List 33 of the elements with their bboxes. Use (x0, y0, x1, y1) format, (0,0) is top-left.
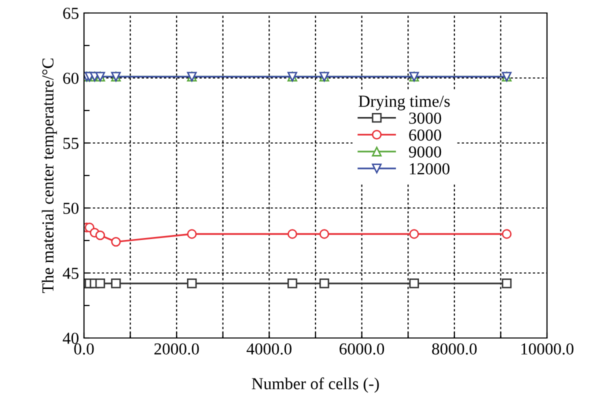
y-tick-label: 55 (63, 138, 78, 149)
point (187, 278, 197, 288)
y-tick-label: 65 (63, 8, 78, 19)
y-axis-title: The material center temperature/°C (42, 58, 57, 294)
x-tick-label: 2000.0 (154, 343, 199, 355)
x-tick-label: 6000.0 (340, 343, 384, 355)
point (502, 278, 512, 288)
x-tick-label: 8000.0 (432, 343, 477, 355)
x-tick-label: 10000.0 (521, 343, 574, 355)
point (95, 230, 106, 240)
point (409, 229, 419, 239)
point (95, 278, 106, 288)
legend-title: Drying time/s (358, 96, 450, 110)
x-tick-label: 4000.0 (246, 343, 292, 355)
y-tick-label: 50 (63, 202, 79, 214)
point (409, 278, 419, 288)
y-tick-label: 60 (63, 72, 79, 84)
y-tick-label: 40 (62, 332, 79, 344)
legend-label: 12000 (410, 163, 450, 174)
x-axis-title: Number of cells (-) (252, 377, 379, 393)
legend-label: 3000 (409, 112, 442, 124)
point (319, 278, 330, 288)
point (502, 229, 512, 239)
point (111, 236, 121, 247)
y-tick-label: 45 (62, 268, 78, 279)
point (187, 229, 197, 239)
point (287, 278, 298, 288)
legend-label: 6000 (409, 129, 442, 141)
point (111, 278, 121, 288)
point (287, 229, 298, 239)
x-tick-label: 0.0 (74, 343, 94, 355)
point (319, 229, 330, 239)
legend-label: 9000 (408, 146, 442, 158)
